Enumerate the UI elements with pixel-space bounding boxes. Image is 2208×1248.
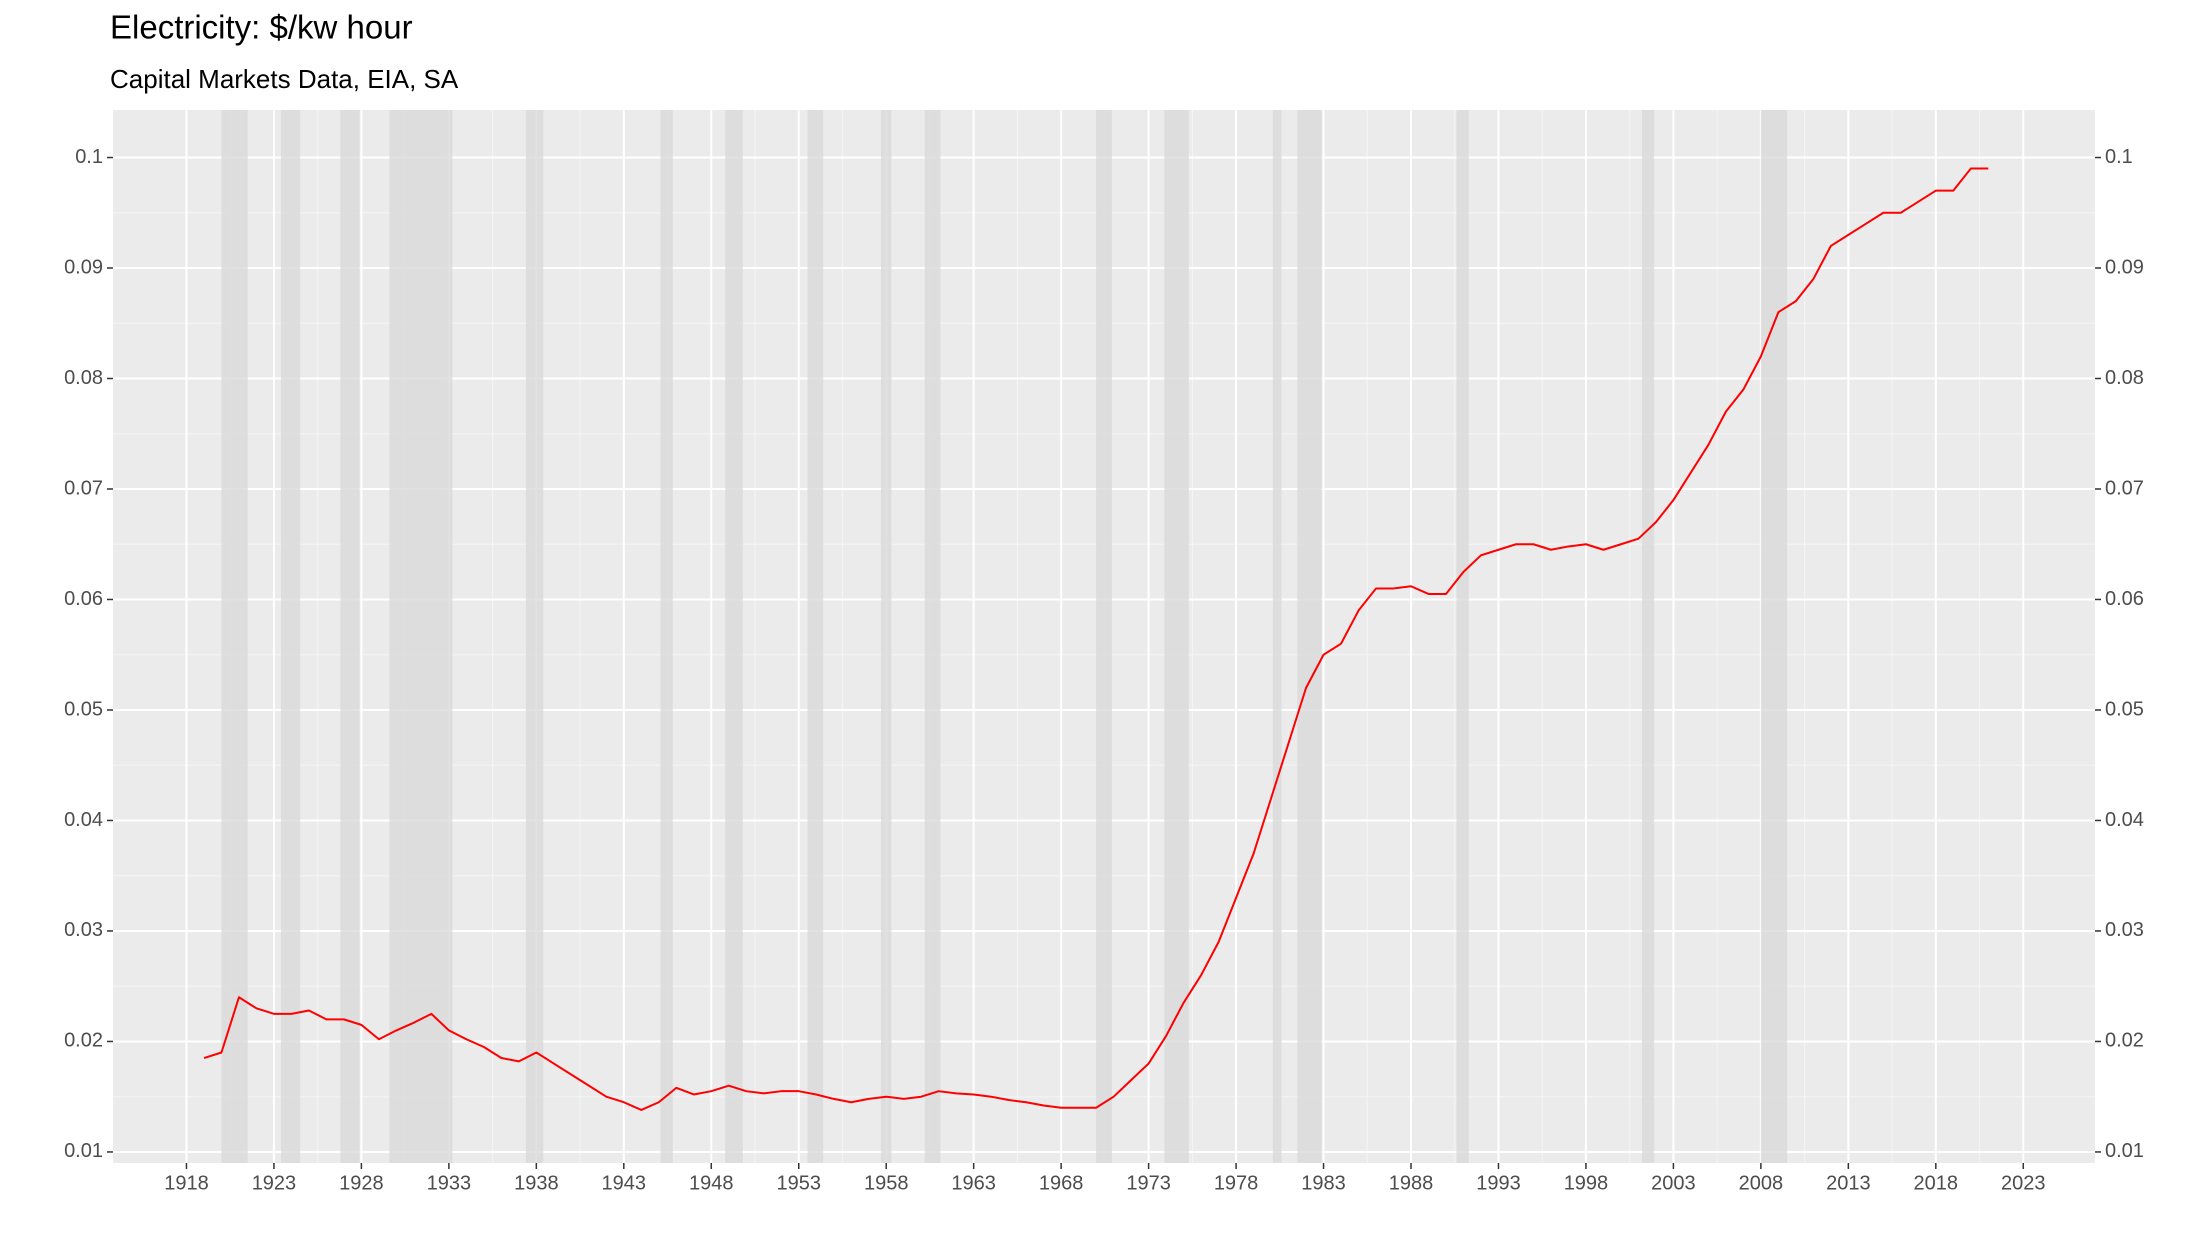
- x-tick-label: 1993: [1476, 1172, 1521, 1194]
- x-tick-label: 1953: [776, 1172, 821, 1194]
- y-tick-label: 0.02: [64, 1030, 103, 1052]
- x-tick-label: 1928: [339, 1172, 384, 1194]
- y-tick-label: 0.09: [64, 256, 103, 278]
- chart-subtitle: Capital Markets Data, EIA, SA: [110, 64, 459, 94]
- data-line: [203, 167, 1989, 1111]
- y-tick-label: 0.03: [64, 919, 103, 941]
- x-tick-label: 2008: [1739, 1172, 1784, 1194]
- y2-tick-label: 0.03: [2105, 919, 2144, 941]
- x-tick-label: 1988: [1389, 1172, 1434, 1194]
- recession-band: [1297, 110, 1322, 1163]
- recession-band: [1456, 110, 1469, 1163]
- recession-band: [725, 110, 743, 1163]
- x-tick-label: 1998: [1564, 1172, 1609, 1194]
- recession-band: [389, 110, 453, 1163]
- recession-band: [1641, 110, 1655, 1163]
- x-tick-label: 2023: [2001, 1172, 2046, 1194]
- recession-band: [280, 110, 301, 1163]
- x-tick-label: 1933: [427, 1172, 472, 1194]
- y2-tick-label: 0.09: [2105, 256, 2144, 278]
- y2-tick-label: 0.1: [2105, 146, 2133, 168]
- recession-band: [1096, 110, 1112, 1163]
- recession-band: [1164, 110, 1189, 1163]
- recession-band: [1760, 110, 1788, 1163]
- recession-band: [340, 110, 360, 1163]
- y-tick-label: 0.05: [64, 698, 103, 720]
- x-tick-label: 2018: [1914, 1172, 1959, 1194]
- x-tick-label: 2003: [1651, 1172, 1696, 1194]
- x-tick-label: 1938: [514, 1172, 559, 1194]
- y-tick-label: 0.08: [64, 367, 103, 389]
- y2-tick-label: 0.05: [2105, 698, 2144, 720]
- y2-tick-label: 0.01: [2105, 1140, 2144, 1162]
- x-tick-label: 2013: [1826, 1172, 1871, 1194]
- recession-band: [660, 110, 673, 1163]
- x-tick-label: 1923: [252, 1172, 297, 1194]
- recession-band: [1272, 110, 1282, 1163]
- y2-tick-label: 0.04: [2105, 809, 2144, 831]
- y2-tick-label: 0.07: [2105, 477, 2144, 499]
- x-tick-label: 1918: [164, 1172, 209, 1194]
- recession-band: [880, 110, 892, 1163]
- x-tick-label: 1973: [1126, 1172, 1171, 1194]
- y2-tick-label: 0.08: [2105, 367, 2144, 389]
- y2-tick-label: 0.06: [2105, 588, 2144, 610]
- chart-title: Electricity: $/kw hour: [110, 9, 413, 46]
- x-tick-label: 1958: [864, 1172, 909, 1194]
- x-tick-label: 1943: [602, 1172, 647, 1194]
- y-tick-label: 0.07: [64, 477, 103, 499]
- recession-band: [221, 110, 248, 1163]
- x-tick-label: 1948: [689, 1172, 734, 1194]
- x-tick-label: 1968: [1039, 1172, 1084, 1194]
- recession-band: [924, 110, 941, 1163]
- x-tick-label: 1978: [1214, 1172, 1259, 1194]
- recession-band: [525, 110, 544, 1163]
- y2-tick-label: 0.02: [2105, 1030, 2144, 1052]
- y-tick-label: 0.01: [64, 1140, 103, 1162]
- recession-band: [807, 110, 824, 1163]
- y-tick-label: 0.06: [64, 588, 103, 610]
- y-tick-label: 0.04: [64, 809, 103, 831]
- x-tick-label: 1983: [1301, 1172, 1346, 1194]
- y-tick-label: 0.1: [75, 146, 103, 168]
- x-tick-label: 1963: [951, 1172, 996, 1194]
